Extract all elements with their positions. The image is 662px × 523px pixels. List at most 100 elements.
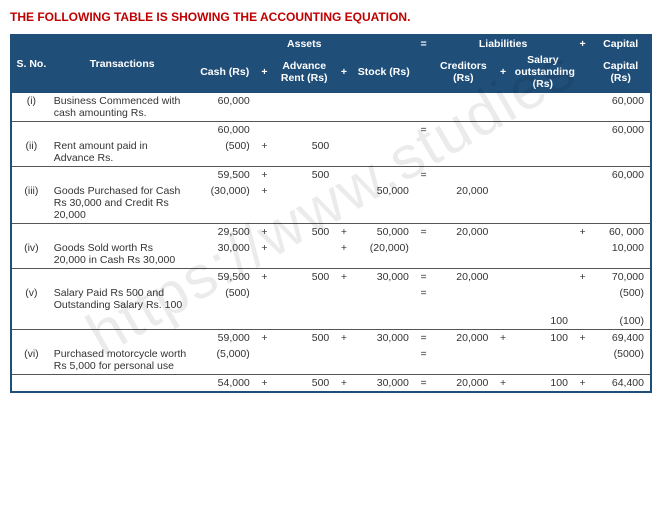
- cell-stock: [353, 166, 415, 183]
- cell-sno: (i): [11, 93, 51, 122]
- cell-stock: [353, 346, 415, 375]
- cell-creditors: 20,000: [432, 329, 494, 346]
- cell-capital: 60, 000: [591, 223, 651, 240]
- cell-sno: [11, 121, 51, 138]
- cell-stock: 30,000: [353, 329, 415, 346]
- cell-op: +: [335, 374, 352, 392]
- cell-op: [574, 183, 591, 224]
- cell-stock: [353, 121, 415, 138]
- cell-salary-outstanding: 100: [512, 374, 574, 392]
- cell-stock: 30,000: [353, 374, 415, 392]
- cell-cash: 54,000: [194, 374, 256, 392]
- cell-stock: 30,000: [353, 268, 415, 285]
- cell-salary-outstanding: [512, 183, 574, 224]
- cell-advance-rent: 500: [273, 138, 335, 167]
- cell-sno: [11, 223, 51, 240]
- cell-op: [256, 93, 273, 122]
- header-plus-2: +: [335, 52, 352, 93]
- cell-sno: [11, 268, 51, 285]
- cell-capital: 60,000: [591, 121, 651, 138]
- cell-eq: [415, 313, 432, 330]
- cell-advance-rent: 500: [273, 166, 335, 183]
- cell-op: +: [335, 240, 352, 269]
- table-body: (i)Business Commenced with cash amountin…: [11, 93, 651, 392]
- cell-op: +: [256, 183, 273, 224]
- cell-op: [335, 93, 352, 122]
- cell-transaction: [51, 329, 194, 346]
- cell-stock: [353, 138, 415, 167]
- cell-op: +: [256, 374, 273, 392]
- table-row: (v)Salary Paid Rs 500 and Outstanding Sa…: [11, 285, 651, 313]
- cell-op: +: [574, 374, 591, 392]
- cell-advance-rent: [273, 121, 335, 138]
- cell-transaction: Business Commenced with cash amounting R…: [51, 93, 194, 122]
- cell-op: [574, 285, 591, 313]
- cell-cash: (30,000): [194, 183, 256, 224]
- cell-eq: =: [415, 285, 432, 313]
- cell-op: [494, 138, 511, 167]
- cell-sno: (v): [11, 285, 51, 313]
- header-plus-4: [574, 52, 591, 93]
- cell-salary-outstanding: [512, 138, 574, 167]
- cell-creditors: 20,000: [432, 183, 494, 224]
- cell-op: +: [256, 240, 273, 269]
- cell-sno: (iii): [11, 183, 51, 224]
- cell-salary-outstanding: [512, 285, 574, 313]
- cell-cash: (500): [194, 138, 256, 167]
- cell-op: [256, 285, 273, 313]
- cell-op: [256, 313, 273, 330]
- cell-stock: [353, 93, 415, 122]
- cell-creditors: [432, 285, 494, 313]
- cell-cash: 59,000: [194, 329, 256, 346]
- cell-capital: 10,000: [591, 240, 651, 269]
- cell-cash: 60,000: [194, 93, 256, 122]
- accounting-equation-table: S. No. Transactions Assets = Liabilities…: [10, 34, 652, 393]
- cell-advance-rent: 500: [273, 374, 335, 392]
- cell-cash: 59,500: [194, 268, 256, 285]
- cell-op: +: [256, 329, 273, 346]
- cell-creditors: [432, 138, 494, 167]
- cell-transaction: Salary Paid Rs 500 and Outstanding Salar…: [51, 285, 194, 313]
- cell-sno: (ii): [11, 138, 51, 167]
- cell-sno: (iv): [11, 240, 51, 269]
- cell-cash: [194, 313, 256, 330]
- cell-creditors: [432, 346, 494, 375]
- header-assets: Assets: [194, 35, 415, 52]
- cell-creditors: [432, 166, 494, 183]
- cell-op: +: [335, 223, 352, 240]
- cell-salary-outstanding: [512, 93, 574, 122]
- header-advance-rent: Advance Rent (Rs): [273, 52, 335, 93]
- cell-op: +: [256, 268, 273, 285]
- header-equals: =: [415, 35, 432, 52]
- header-plus-1: +: [256, 52, 273, 93]
- header-creditors: Creditors (Rs): [432, 52, 494, 93]
- table-row: 59,000+500+30,000=20,000+100+69,400: [11, 329, 651, 346]
- cell-capital: 69,400: [591, 329, 651, 346]
- cell-advance-rent: 500: [273, 268, 335, 285]
- cell-op: [335, 313, 352, 330]
- cell-sno: [11, 166, 51, 183]
- cell-transaction: [51, 121, 194, 138]
- cell-op: [494, 313, 511, 330]
- cell-transaction: Purchased motorcycle worth Rs 5,000 for …: [51, 346, 194, 375]
- cell-cash: 60,000: [194, 121, 256, 138]
- table-row: (i)Business Commenced with cash amountin…: [11, 93, 651, 122]
- cell-stock: 50,000: [353, 223, 415, 240]
- cell-sno: [11, 329, 51, 346]
- table-row: 100(100): [11, 313, 651, 330]
- header-capital-top: Capital: [591, 35, 651, 52]
- cell-capital: [591, 183, 651, 224]
- cell-transaction: [51, 313, 194, 330]
- table-row: (iii)Goods Purchased for Cash Rs 30,000 …: [11, 183, 651, 224]
- cell-capital: (500): [591, 285, 651, 313]
- cell-transaction: [51, 223, 194, 240]
- cell-eq: [415, 183, 432, 224]
- cell-advance-rent: 500: [273, 223, 335, 240]
- cell-op: [574, 138, 591, 167]
- cell-op: [574, 346, 591, 375]
- cell-advance-rent: [273, 285, 335, 313]
- cell-op: [335, 121, 352, 138]
- cell-creditors: [432, 313, 494, 330]
- table-row: 54,000+500+30,000=20,000+100+64,400: [11, 374, 651, 392]
- cell-transaction: Goods Purchased for Cash Rs 30,000 and C…: [51, 183, 194, 224]
